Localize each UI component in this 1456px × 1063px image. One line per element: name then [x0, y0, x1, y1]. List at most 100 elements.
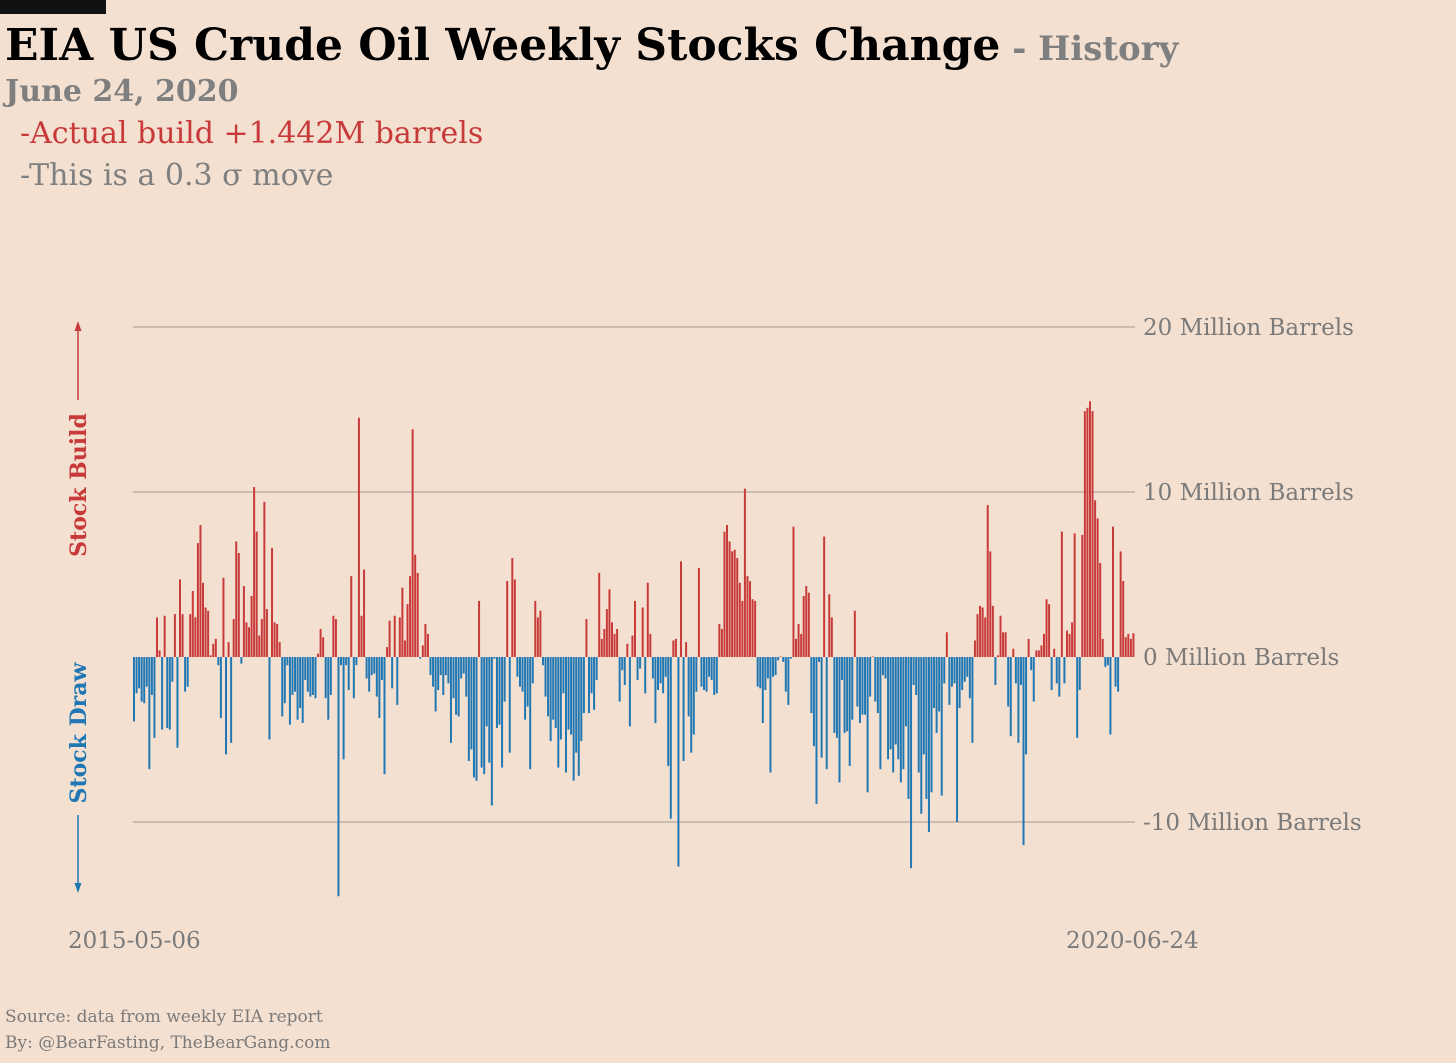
build-bar — [674, 638, 677, 657]
build-bar — [191, 591, 194, 657]
draw-bar — [340, 657, 343, 666]
build-bar — [214, 638, 217, 657]
draw-bar — [621, 657, 624, 671]
draw-bar — [917, 657, 920, 773]
build-bar — [797, 624, 800, 657]
draw-bar — [457, 657, 460, 717]
build-bar — [626, 643, 629, 657]
draw-bar — [1009, 657, 1012, 737]
build-bar — [536, 617, 539, 657]
draw-bar — [133, 657, 135, 722]
draw-bar — [1058, 657, 1061, 697]
draw-bar — [467, 657, 470, 761]
build-bar — [1122, 581, 1125, 657]
build-bar — [1027, 638, 1030, 657]
build-bar — [631, 635, 634, 657]
draw-bar — [692, 657, 695, 735]
draw-bar — [572, 657, 575, 781]
build-bar — [616, 628, 619, 657]
build-bar — [996, 655, 999, 657]
build-bar — [634, 600, 636, 657]
draw-bar — [915, 657, 918, 695]
build-bar — [207, 610, 210, 657]
build-bar — [1065, 630, 1068, 657]
draw-bar — [848, 657, 851, 766]
draw-bar — [470, 657, 473, 750]
chart-date: June 24, 2020 — [2, 74, 238, 109]
draw-bar — [759, 657, 762, 689]
build-bar — [1111, 526, 1114, 657]
draw-bar — [818, 657, 821, 662]
build-bar — [271, 548, 274, 657]
build-bar — [1096, 518, 1099, 657]
build-bar — [981, 607, 984, 657]
build-bar — [1068, 633, 1071, 657]
build-bar — [1002, 632, 1005, 657]
build-bar — [156, 617, 158, 657]
draw-bar — [518, 657, 521, 687]
draw-bar — [498, 657, 501, 725]
draw-bar — [455, 657, 458, 715]
build-bar — [728, 541, 731, 657]
build-bar — [403, 640, 406, 657]
draw-bar — [897, 657, 900, 760]
build-bar — [424, 624, 427, 657]
draw-bar — [899, 657, 902, 783]
draw-bar — [961, 657, 964, 690]
draw-bar — [953, 657, 956, 684]
draw-bar — [935, 657, 938, 733]
draw-bar — [541, 657, 544, 666]
draw-bar — [593, 657, 596, 710]
draw-bar — [846, 657, 849, 732]
build-bar — [388, 620, 391, 657]
draw-bar — [493, 657, 496, 659]
draw-bar — [460, 657, 463, 679]
draw-bar — [782, 657, 785, 662]
bars — [133, 401, 1135, 897]
draw-bar — [342, 657, 345, 760]
build-bar — [731, 551, 734, 657]
draw-bar — [1022, 657, 1025, 846]
build-bar — [416, 572, 419, 657]
draw-bar — [713, 657, 716, 695]
draw-bar — [549, 657, 552, 742]
draw-bar — [820, 657, 823, 758]
build-bar — [795, 638, 798, 657]
draw-bar — [547, 657, 550, 717]
draw-bar — [1030, 657, 1033, 671]
draw-bar — [940, 657, 943, 796]
draw-bar — [1078, 657, 1081, 690]
draw-bar — [301, 657, 304, 723]
build-bar — [736, 558, 739, 657]
build-bar — [332, 615, 335, 657]
draw-bar — [391, 657, 394, 689]
build-bar — [393, 615, 396, 657]
draw-bar — [306, 657, 309, 692]
draw-bar — [1019, 657, 1022, 686]
draw-bar — [925, 657, 928, 799]
build-bar — [641, 607, 644, 657]
draw-bar — [904, 657, 907, 727]
draw-bar — [462, 657, 465, 674]
draw-bar — [488, 657, 491, 763]
gridlines — [133, 326, 1135, 823]
draw-bar — [772, 657, 775, 677]
build-bar — [1086, 407, 1089, 657]
x-tick-end: 2020-06-24 — [1066, 928, 1199, 954]
build-bar — [426, 633, 429, 657]
build-bar — [1042, 633, 1045, 657]
draw-bar — [1109, 657, 1112, 735]
draw-bar — [654, 657, 657, 723]
draw-bar — [950, 657, 953, 687]
draw-bar — [920, 657, 923, 814]
draw-bar — [380, 657, 383, 681]
draw-bar — [373, 657, 376, 674]
build-bar — [202, 582, 205, 657]
build-bar — [718, 624, 721, 657]
draw-bar — [851, 657, 854, 720]
build-bar — [1127, 633, 1130, 657]
build-bar — [173, 614, 176, 657]
draw-bar — [465, 657, 468, 697]
build-bar — [350, 576, 353, 657]
draw-bar — [662, 657, 665, 694]
